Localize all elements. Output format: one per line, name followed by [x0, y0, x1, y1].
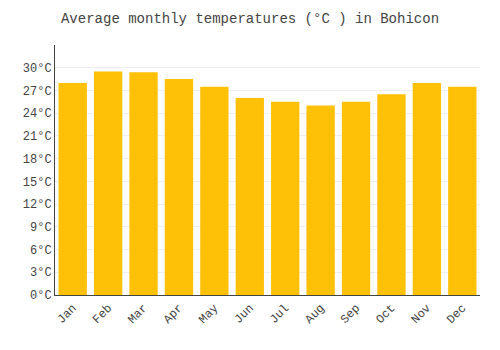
- svg-text:18°C: 18°C: [23, 153, 52, 167]
- svg-text:Aug: Aug: [303, 302, 328, 327]
- svg-text:3°C: 3°C: [30, 266, 52, 280]
- svg-text:Apr: Apr: [161, 302, 186, 327]
- svg-text:Dec: Dec: [444, 302, 469, 327]
- svg-text:Oct: Oct: [373, 302, 398, 327]
- svg-text:Average monthly temperatures (: Average monthly temperatures (°C ) in Bo…: [61, 11, 439, 27]
- svg-text:9°C: 9°C: [30, 221, 52, 235]
- svg-text:6°C: 6°C: [30, 244, 52, 258]
- svg-text:Feb: Feb: [90, 302, 115, 327]
- svg-text:24°C: 24°C: [23, 107, 52, 121]
- svg-text:0°C: 0°C: [30, 289, 52, 303]
- svg-text:Sep: Sep: [338, 302, 363, 327]
- svg-text:30°C: 30°C: [23, 62, 52, 76]
- svg-text:Jun: Jun: [232, 302, 257, 327]
- svg-text:Nov: Nov: [409, 302, 434, 327]
- svg-text:12°C: 12°C: [23, 198, 52, 212]
- svg-text:May: May: [196, 302, 221, 327]
- svg-text:27°C: 27°C: [23, 85, 52, 99]
- svg-text:Jul: Jul: [267, 302, 292, 327]
- svg-text:Mar: Mar: [125, 302, 150, 327]
- svg-text:Jan: Jan: [55, 302, 80, 327]
- svg-text:15°C: 15°C: [23, 176, 52, 190]
- svg-text:21°C: 21°C: [23, 130, 52, 144]
